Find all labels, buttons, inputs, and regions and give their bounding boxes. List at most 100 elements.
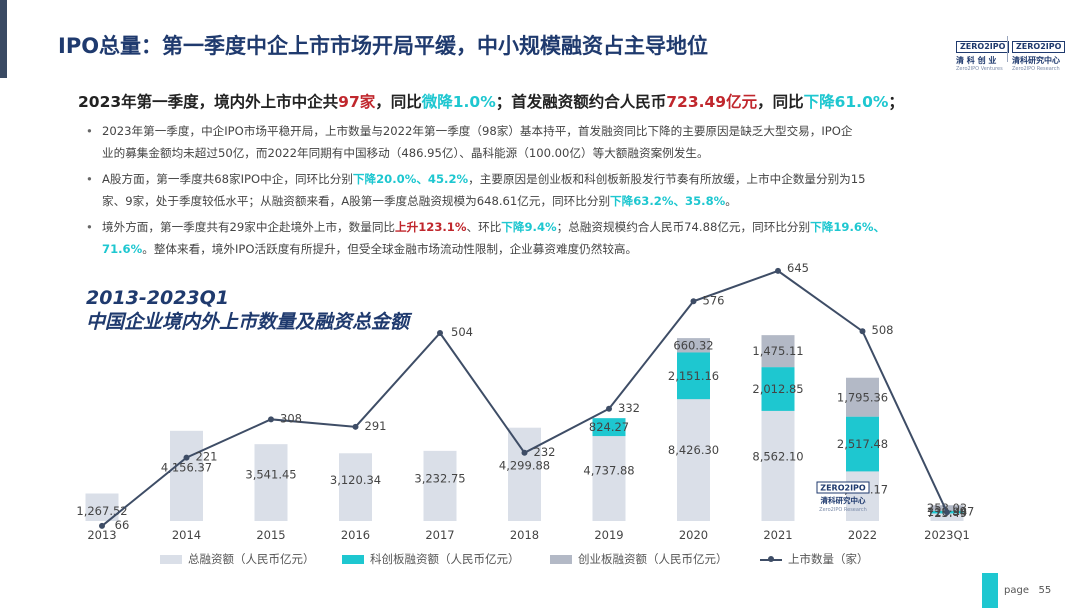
label-star-2019: 824.27 bbox=[589, 420, 629, 434]
count-label-2017: 504 bbox=[451, 325, 473, 339]
logo-mark: ZERO2IPO bbox=[1012, 41, 1066, 53]
bullet-text: 境外方面，第一季度共有29家中企赴境外上市，数量同比 bbox=[102, 220, 396, 234]
zero2ipo-research-logo: ZERO2IPO 清科研究中心 Zero2IPO Research bbox=[1012, 34, 1066, 72]
label-total-2015: 3,541.45 bbox=[245, 468, 296, 482]
label-chinext-2023Q1: 258.03 bbox=[927, 501, 967, 515]
count-point-2014 bbox=[183, 454, 190, 461]
bullet-highlight: 下降19.6%、 bbox=[810, 220, 886, 234]
label-total-2021: 8,562.10 bbox=[752, 449, 803, 463]
legend-item-count: 上市数量（家） bbox=[760, 551, 869, 567]
bar-total-2014 bbox=[170, 430, 203, 521]
logo-divider bbox=[1007, 36, 1008, 62]
chart-logo-en: Zero2IPO Research bbox=[819, 507, 867, 513]
bar-total-2017 bbox=[423, 450, 457, 521]
bullet-highlight: 下降9.4% bbox=[501, 220, 557, 234]
legend-label: 科创板融资额（人民币亿元） bbox=[370, 552, 520, 566]
count-point-2018 bbox=[521, 449, 528, 456]
bullet-text: 、环比 bbox=[466, 220, 502, 234]
bar-chinext-2023Q1 bbox=[930, 505, 964, 511]
bullet-text: 家、9家，处于季度较低水平；从融资额来看，A股第一季度总融资规模为648.61亿… bbox=[102, 194, 611, 208]
legend-line-swatch bbox=[760, 555, 782, 564]
bar-star-2019 bbox=[592, 418, 626, 437]
label-total-2019: 4,737.88 bbox=[583, 463, 634, 477]
page-title: IPO总量：第一季度中企上市市场开局平缓，中小规模融资占主导地位 bbox=[58, 34, 709, 58]
headline-count: 97家 bbox=[338, 93, 376, 111]
label-total-2018: 4,299.88 bbox=[499, 459, 550, 473]
footer-accent bbox=[982, 573, 998, 608]
legend-swatch bbox=[550, 555, 572, 564]
count-label-2023Q1: 97 bbox=[960, 504, 975, 518]
bullet-text: 2023年第一季度，中企IPO市场平稳开局，上市数量与2022年第一季度（98家… bbox=[102, 124, 853, 138]
bar-total-2016 bbox=[339, 453, 372, 521]
bar-chinext-2020 bbox=[677, 338, 710, 353]
bullet-highlight: 下降63.2%、35.8% bbox=[610, 194, 726, 208]
logo-cn: 清科研究中心 bbox=[1012, 56, 1060, 65]
count-point-2013 bbox=[99, 522, 105, 529]
headline-text: ； bbox=[888, 93, 904, 111]
bar-star-2022 bbox=[846, 416, 879, 472]
zero2ipo-ventures-logo: ZERO2IPO 清 科 创 业 Zero2IPO Ventures bbox=[956, 34, 1010, 72]
x-tick-2013: 2013 bbox=[87, 528, 116, 542]
bullet-overview: 2023年第一季度，中企IPO市场平稳开局，上市数量与2022年第一季度（98家… bbox=[84, 120, 1004, 164]
x-tick-2017: 2017 bbox=[425, 528, 454, 542]
bar-chinext-2021 bbox=[761, 335, 795, 368]
count-point-2019 bbox=[606, 405, 612, 412]
count-label-2022: 508 bbox=[872, 323, 894, 337]
page-number: page 55 bbox=[1004, 585, 1051, 596]
count-label-2013: 66 bbox=[115, 518, 130, 532]
headline-text: ，同比 bbox=[375, 93, 422, 111]
x-tick-2020: 2020 bbox=[679, 528, 708, 542]
label-star-2022: 2,517.48 bbox=[837, 437, 888, 451]
count-label-2014: 221 bbox=[196, 450, 218, 464]
bullet-highlight: 下降20.0%、45.2% bbox=[352, 172, 469, 186]
chart-logo-mark: ZERO2IPO bbox=[820, 484, 866, 493]
x-tick-2023Q1: 2023Q1 bbox=[924, 528, 970, 542]
x-tick-2015: 2015 bbox=[256, 528, 285, 542]
logo-en: Zero2IPO Research bbox=[1012, 66, 1060, 72]
x-tick-2018: 2018 bbox=[510, 528, 539, 542]
zero2ipo-chart-logo: ZERO2IPO 清科研究中心 Zero2IPO Research bbox=[816, 481, 870, 513]
count-label-2021: 645 bbox=[787, 261, 809, 275]
chart-title-line2: 中国企业境内外上市数量及融资总金额 bbox=[86, 311, 410, 333]
label-chinext-2022: 1,795.36 bbox=[837, 390, 888, 404]
count-label-2018: 232 bbox=[534, 445, 556, 459]
legend-swatch bbox=[342, 555, 364, 564]
bullet-overseas: 境外方面，第一季度共有29家中企赴境外上市，数量同比上升123.1%、环比下降9… bbox=[84, 216, 1004, 260]
logo-cn: 清 科 创 业 bbox=[956, 56, 997, 65]
count-point-2015 bbox=[268, 416, 274, 423]
label-total-2020: 8,426.30 bbox=[668, 443, 719, 457]
count-label-2019: 332 bbox=[618, 401, 640, 415]
bar-total-2015 bbox=[254, 444, 288, 521]
x-tick-2021: 2021 bbox=[763, 528, 792, 542]
label-total-2014: 4,156.37 bbox=[161, 460, 212, 474]
bar-star-2021 bbox=[761, 367, 795, 411]
label-star-2020: 2,151.16 bbox=[668, 369, 719, 383]
x-tick-2014: 2014 bbox=[172, 528, 201, 542]
bullet-highlight: 71.6% bbox=[102, 242, 143, 256]
chart-title: 2013-2023Q1 中国企业境内外上市数量及融资总金额 bbox=[86, 286, 409, 334]
legend-item-chinext: 创业板融资额（人民币亿元） bbox=[550, 551, 728, 567]
label-star-2021: 2,012.85 bbox=[752, 382, 803, 396]
bar-star-2020 bbox=[677, 352, 710, 400]
legend-item-total: 总融资额（人民币亿元） bbox=[160, 551, 315, 567]
x-tick-2019: 2019 bbox=[594, 528, 623, 542]
count-label-2016: 291 bbox=[365, 419, 387, 433]
headline-amount: 723.49亿元 bbox=[666, 93, 758, 111]
headline: 2023年第一季度，境内外上市中企共97家，同比微降1.0%；首发融资额约合人民… bbox=[78, 90, 904, 112]
legend-item-star-market: 科创板融资额（人民币亿元） bbox=[342, 551, 520, 567]
x-tick-2016: 2016 bbox=[341, 528, 370, 542]
label-chinext-2021: 1,475.11 bbox=[752, 344, 803, 358]
bullet-a-share: A股方面，第一季度共68家IPO中企，同环比分别下降20.0%、45.2%，主要… bbox=[84, 168, 1004, 212]
headline-count-change: 微降1.0% bbox=[421, 93, 496, 111]
page-label: page bbox=[1004, 585, 1029, 596]
count-point-2022 bbox=[859, 328, 866, 335]
title-band bbox=[7, 0, 1080, 78]
headline-text: ，同比 bbox=[757, 93, 804, 111]
bullet-text: ；总融资规模约合人民币74.88亿元，同环比分别 bbox=[556, 220, 811, 234]
headline-amount-change: 下降61.0% bbox=[803, 93, 889, 111]
chart-logo-cn: 清科研究中心 bbox=[821, 495, 866, 505]
legend-label: 创业板融资额（人民币亿元） bbox=[578, 552, 728, 566]
bar-total-2018 bbox=[508, 427, 541, 521]
legend-label: 上市数量（家） bbox=[788, 552, 869, 566]
legend-label: 总融资额（人民币亿元） bbox=[188, 552, 315, 566]
